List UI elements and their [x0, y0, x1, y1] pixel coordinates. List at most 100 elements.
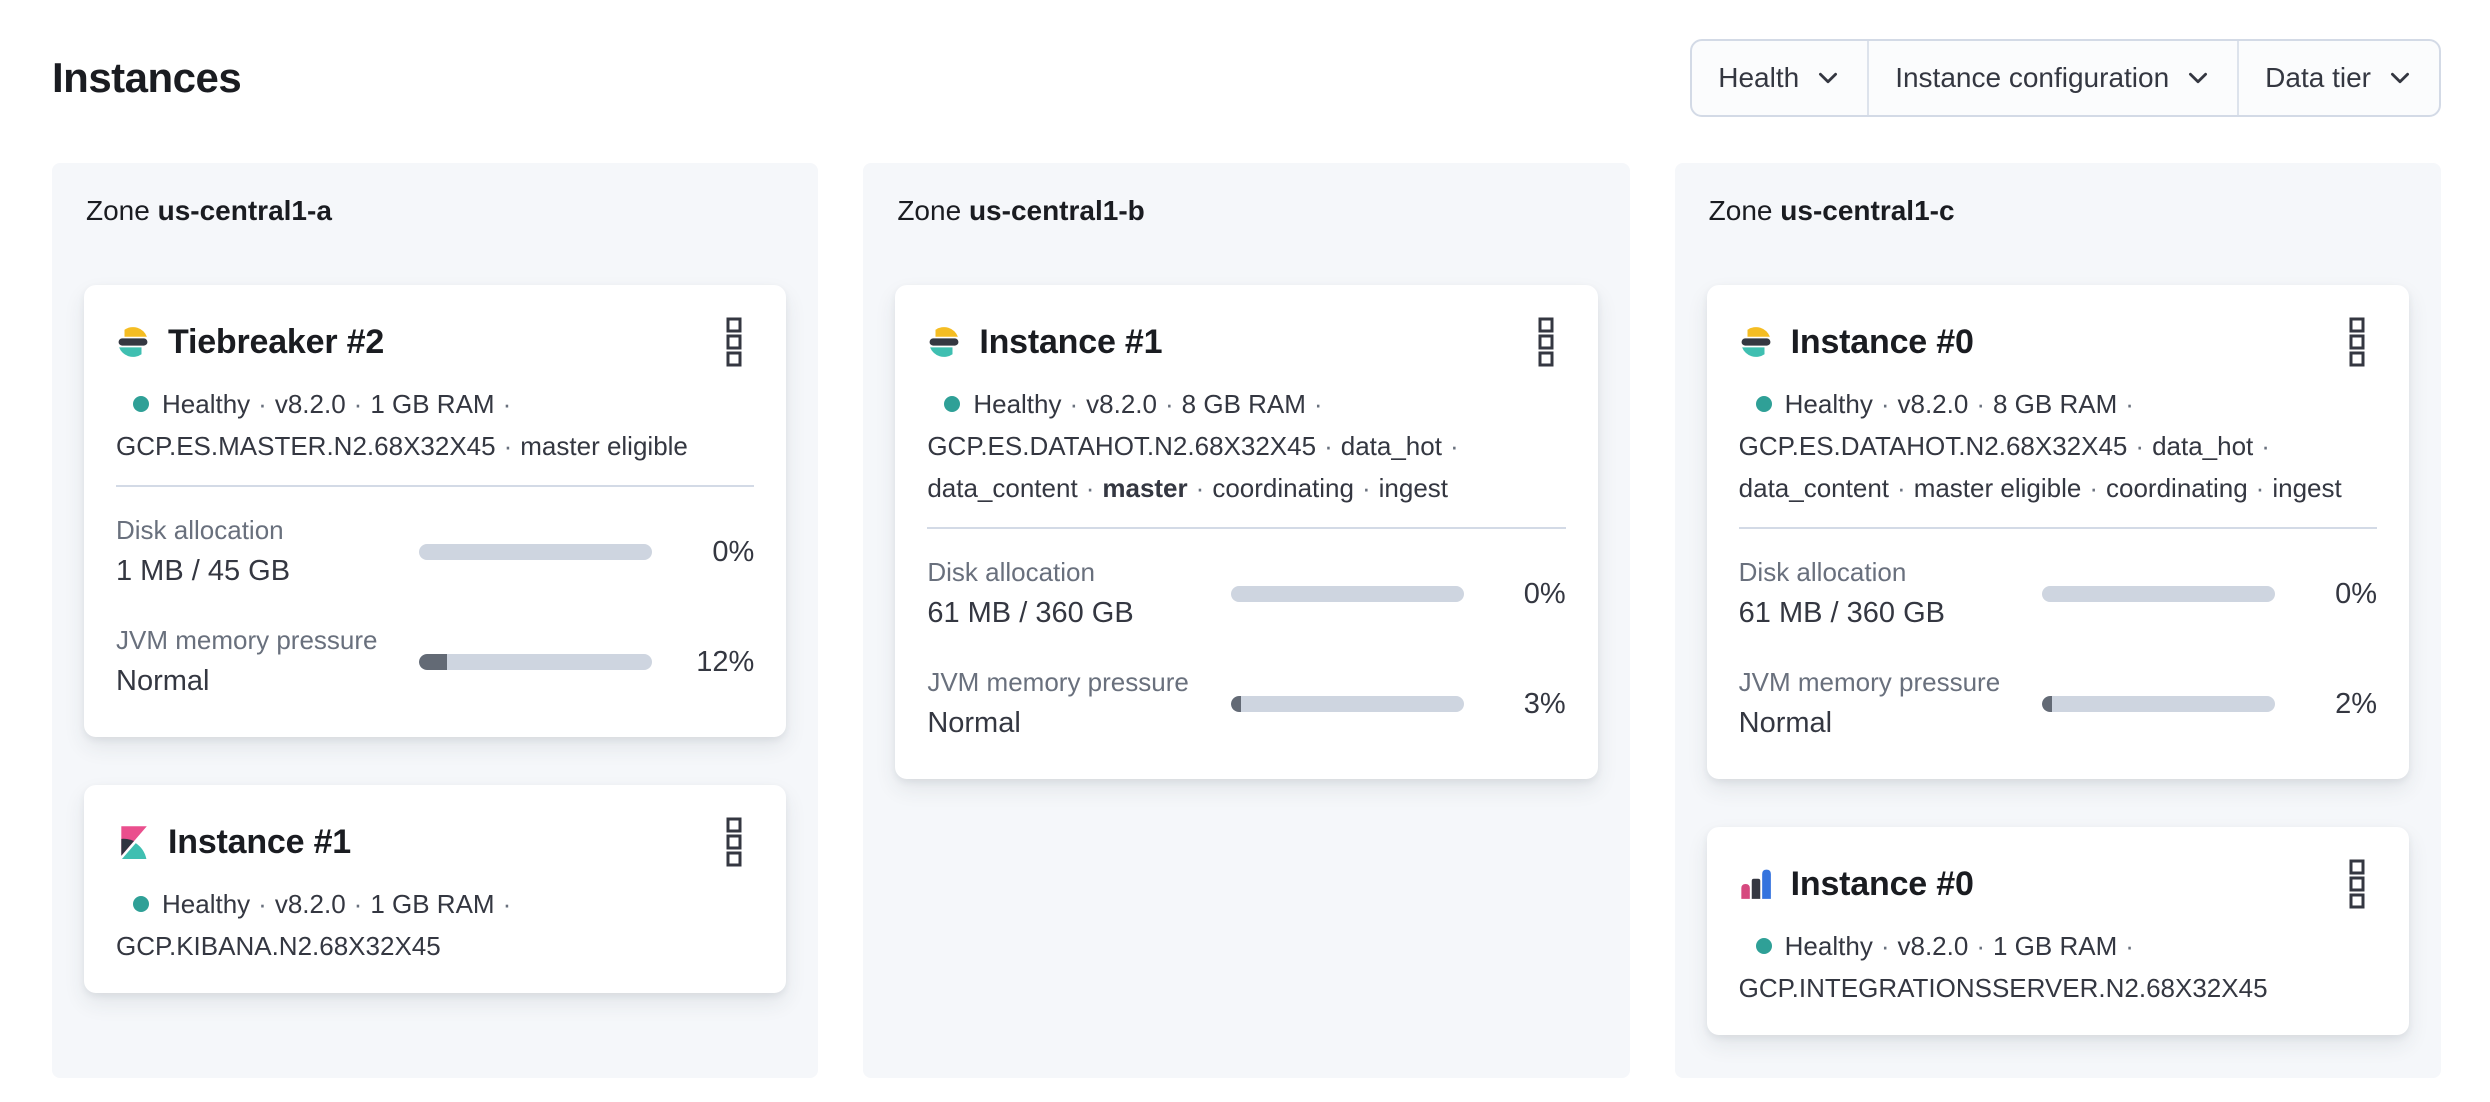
- status-line: GCP.INTEGRATIONSSERVER.N2.68X32X45: [1739, 967, 2377, 1009]
- jvm-memory-bar: [419, 654, 653, 670]
- kebab-menu-button[interactable]: [2337, 859, 2377, 909]
- jvm-memory-value: Normal: [927, 707, 1021, 739]
- health-dot-icon: [944, 396, 961, 412]
- role: master eligible: [1913, 473, 2082, 503]
- health-dot-icon: [1755, 938, 1772, 954]
- zone-panel-us-central1-c: Zone us-central1-c Instance #0 Healthy · v…: [1674, 163, 2441, 1078]
- instance-status: Healthy · v8.2.0 · 1 GB RAM · GCP.INTEGRATION…: [1739, 925, 2377, 1009]
- kibana-logo-icon: [121, 826, 147, 859]
- jvm-memory-bar-fill: [419, 654, 448, 670]
- jvm-memory-row: JVM memory pressure Normal 3%: [927, 665, 1565, 743]
- elasticsearch-logo-icon: [1741, 327, 1771, 357]
- instance-card-kibana-1: Instance #1 Healthy · v8.2.0 · 1 GB RAM · GCP…: [84, 785, 787, 993]
- filter-data-tier-button[interactable]: Data tier: [2237, 41, 2439, 115]
- status-line: GCP.KIBANA.N2.68X32X45: [116, 925, 754, 967]
- filter-instance-configuration-button[interactable]: Instance configuration: [1867, 41, 2237, 115]
- role: data_content: [927, 473, 1078, 503]
- version: v8.2.0: [1897, 389, 1969, 419]
- kebab-menu-button[interactable]: [1526, 317, 1566, 367]
- chevron-down-icon: [2391, 72, 2409, 84]
- jvm-memory-value: Normal: [116, 665, 210, 697]
- jvm-memory-row: JVM memory pressure Normal 12%: [116, 623, 754, 701]
- dot-separator: ·: [2255, 473, 2265, 503]
- kebab-menu-button[interactable]: [714, 817, 754, 867]
- card-divider: [116, 485, 755, 487]
- ram: 1 GB RAM: [370, 389, 495, 419]
- dot-separator: ·: [2089, 473, 2098, 503]
- dot-separator: ·: [1880, 389, 1890, 419]
- dot-separator: ·: [1880, 931, 1890, 961]
- card-divider: [927, 527, 1566, 529]
- status-line: Healthy · v8.2.0 · 8 GB RAM ·: [1739, 383, 2377, 425]
- health-label: Healthy: [973, 389, 1062, 419]
- role: ingest: [2272, 473, 2342, 503]
- card-header: Instance #0: [1739, 859, 2377, 909]
- dot-separator: ·: [1361, 473, 1371, 503]
- jvm-memory-value: Normal: [1738, 707, 1833, 739]
- disk-allocation-value: 1 MB / 45 GB: [116, 555, 291, 587]
- stat-left: Disk allocation 61 MB / 360 GB: [927, 555, 1230, 633]
- dot-separator: ·: [1069, 389, 1079, 419]
- stat-left: Disk allocation 1 MB / 45 GB: [116, 513, 419, 591]
- instance-configuration: GCP.INTEGRATIONSSERVER.N2.68X32X45: [1738, 973, 2268, 1003]
- instance-status: Healthy · v8.2.0 · 1 GB RAM · GCP.ES.MASTER.N…: [116, 383, 754, 467]
- zone-label: Zone us-central1-c: [1709, 195, 2409, 227]
- kebab-menu-button[interactable]: [714, 317, 754, 367]
- disk-usage-bar: [419, 544, 653, 560]
- zone-name: us-central1-b: [968, 195, 1145, 226]
- zone-panel-us-central1-a: Zone us-central1-a Tiebreaker #2 Healthy…: [52, 163, 819, 1078]
- status-line: Healthy · v8.2.0 · 8 GB RAM ·: [927, 383, 1565, 425]
- instance-status: Healthy · v8.2.0 · 8 GB RAM · GCP.ES.DATAHOT.…: [1739, 383, 2377, 509]
- dot-separator: ·: [1195, 473, 1205, 503]
- instance-configuration: GCP.ES.DATAHOT.N2.68X32X45: [1738, 431, 2128, 461]
- instance-configuration: GCP.ES.DATAHOT.N2.68X32X45: [927, 431, 1317, 461]
- role: master eligible: [520, 431, 688, 461]
- role: ingest: [1378, 473, 1449, 503]
- zone-word: Zone: [86, 195, 150, 226]
- boxes-vertical-icon: [726, 817, 742, 867]
- filter-health-label: Health: [1718, 62, 1800, 93]
- zone-label: Zone us-central1-a: [86, 195, 786, 227]
- disk-usage-bar: [1230, 586, 1464, 602]
- page-title: Instances: [52, 54, 242, 101]
- role-master: master: [1102, 473, 1188, 503]
- kebab-menu-button[interactable]: [2337, 317, 2377, 367]
- jvm-memory-percent: 2%: [2335, 687, 2377, 720]
- ram: 8 GB RAM: [1181, 389, 1306, 419]
- status-line: Healthy · v8.2.0 · 1 GB RAM ·: [116, 383, 754, 425]
- disk-allocation-label: Disk allocation: [927, 557, 1095, 587]
- health-label: Healthy: [1784, 931, 1873, 961]
- jvm-memory-percent: 3%: [1523, 687, 1566, 720]
- health-label: Healthy: [1784, 389, 1873, 419]
- status-line: Healthy · v8.2.0 · 1 GB RAM ·: [116, 883, 754, 925]
- jvm-memory-bar: [1230, 696, 1464, 712]
- filter-health-button[interactable]: Health: [1692, 41, 1867, 115]
- card-header: Instance #0: [1739, 317, 2377, 367]
- role: data_content: [1738, 473, 1890, 503]
- health-label: Healthy: [162, 389, 251, 419]
- jvm-memory-bar-fill: [2041, 696, 2053, 712]
- chevron-down-icon: [1819, 72, 1838, 84]
- card-title: Instance #1: [979, 322, 1163, 361]
- dot-separator: ·: [353, 889, 363, 919]
- dot-separator: ·: [2135, 431, 2145, 461]
- dot-separator: ·: [1976, 389, 1985, 419]
- instance-card-tiebreaker-2: Tiebreaker #2 Healthy · v8.2.0 · 1 GB RAM · G…: [84, 285, 787, 737]
- disk-allocation-label: Disk allocation: [1738, 557, 1907, 587]
- version: v8.2.0: [1897, 931, 1969, 961]
- status-line: data_content · master · coordinating · ingest: [927, 467, 1565, 509]
- version: v8.2.0: [274, 389, 346, 419]
- elasticsearch-logo-icon: [929, 327, 959, 357]
- boxes-vertical-icon: [2349, 317, 2365, 367]
- role: coordinating: [1212, 473, 1354, 503]
- filter-instance-configuration-label: Instance configuration: [1895, 62, 2170, 93]
- dot-separator: ·: [2125, 931, 2134, 961]
- stat-left: JVM memory pressure Normal: [116, 623, 419, 701]
- zones-row: Zone us-central1-a Tiebreaker #2 Healthy…: [52, 163, 2441, 1078]
- ram: 1 GB RAM: [1992, 931, 2118, 961]
- filter-group: Health Instance configuration Data tier: [1690, 39, 2441, 117]
- stat-left: JVM memory pressure Normal: [1739, 665, 2042, 743]
- dot-separator: ·: [2125, 389, 2134, 419]
- version: v8.2.0: [274, 889, 346, 919]
- status-line: GCP.ES.DATAHOT.N2.68X32X45 · data_hot ·: [1739, 425, 2377, 467]
